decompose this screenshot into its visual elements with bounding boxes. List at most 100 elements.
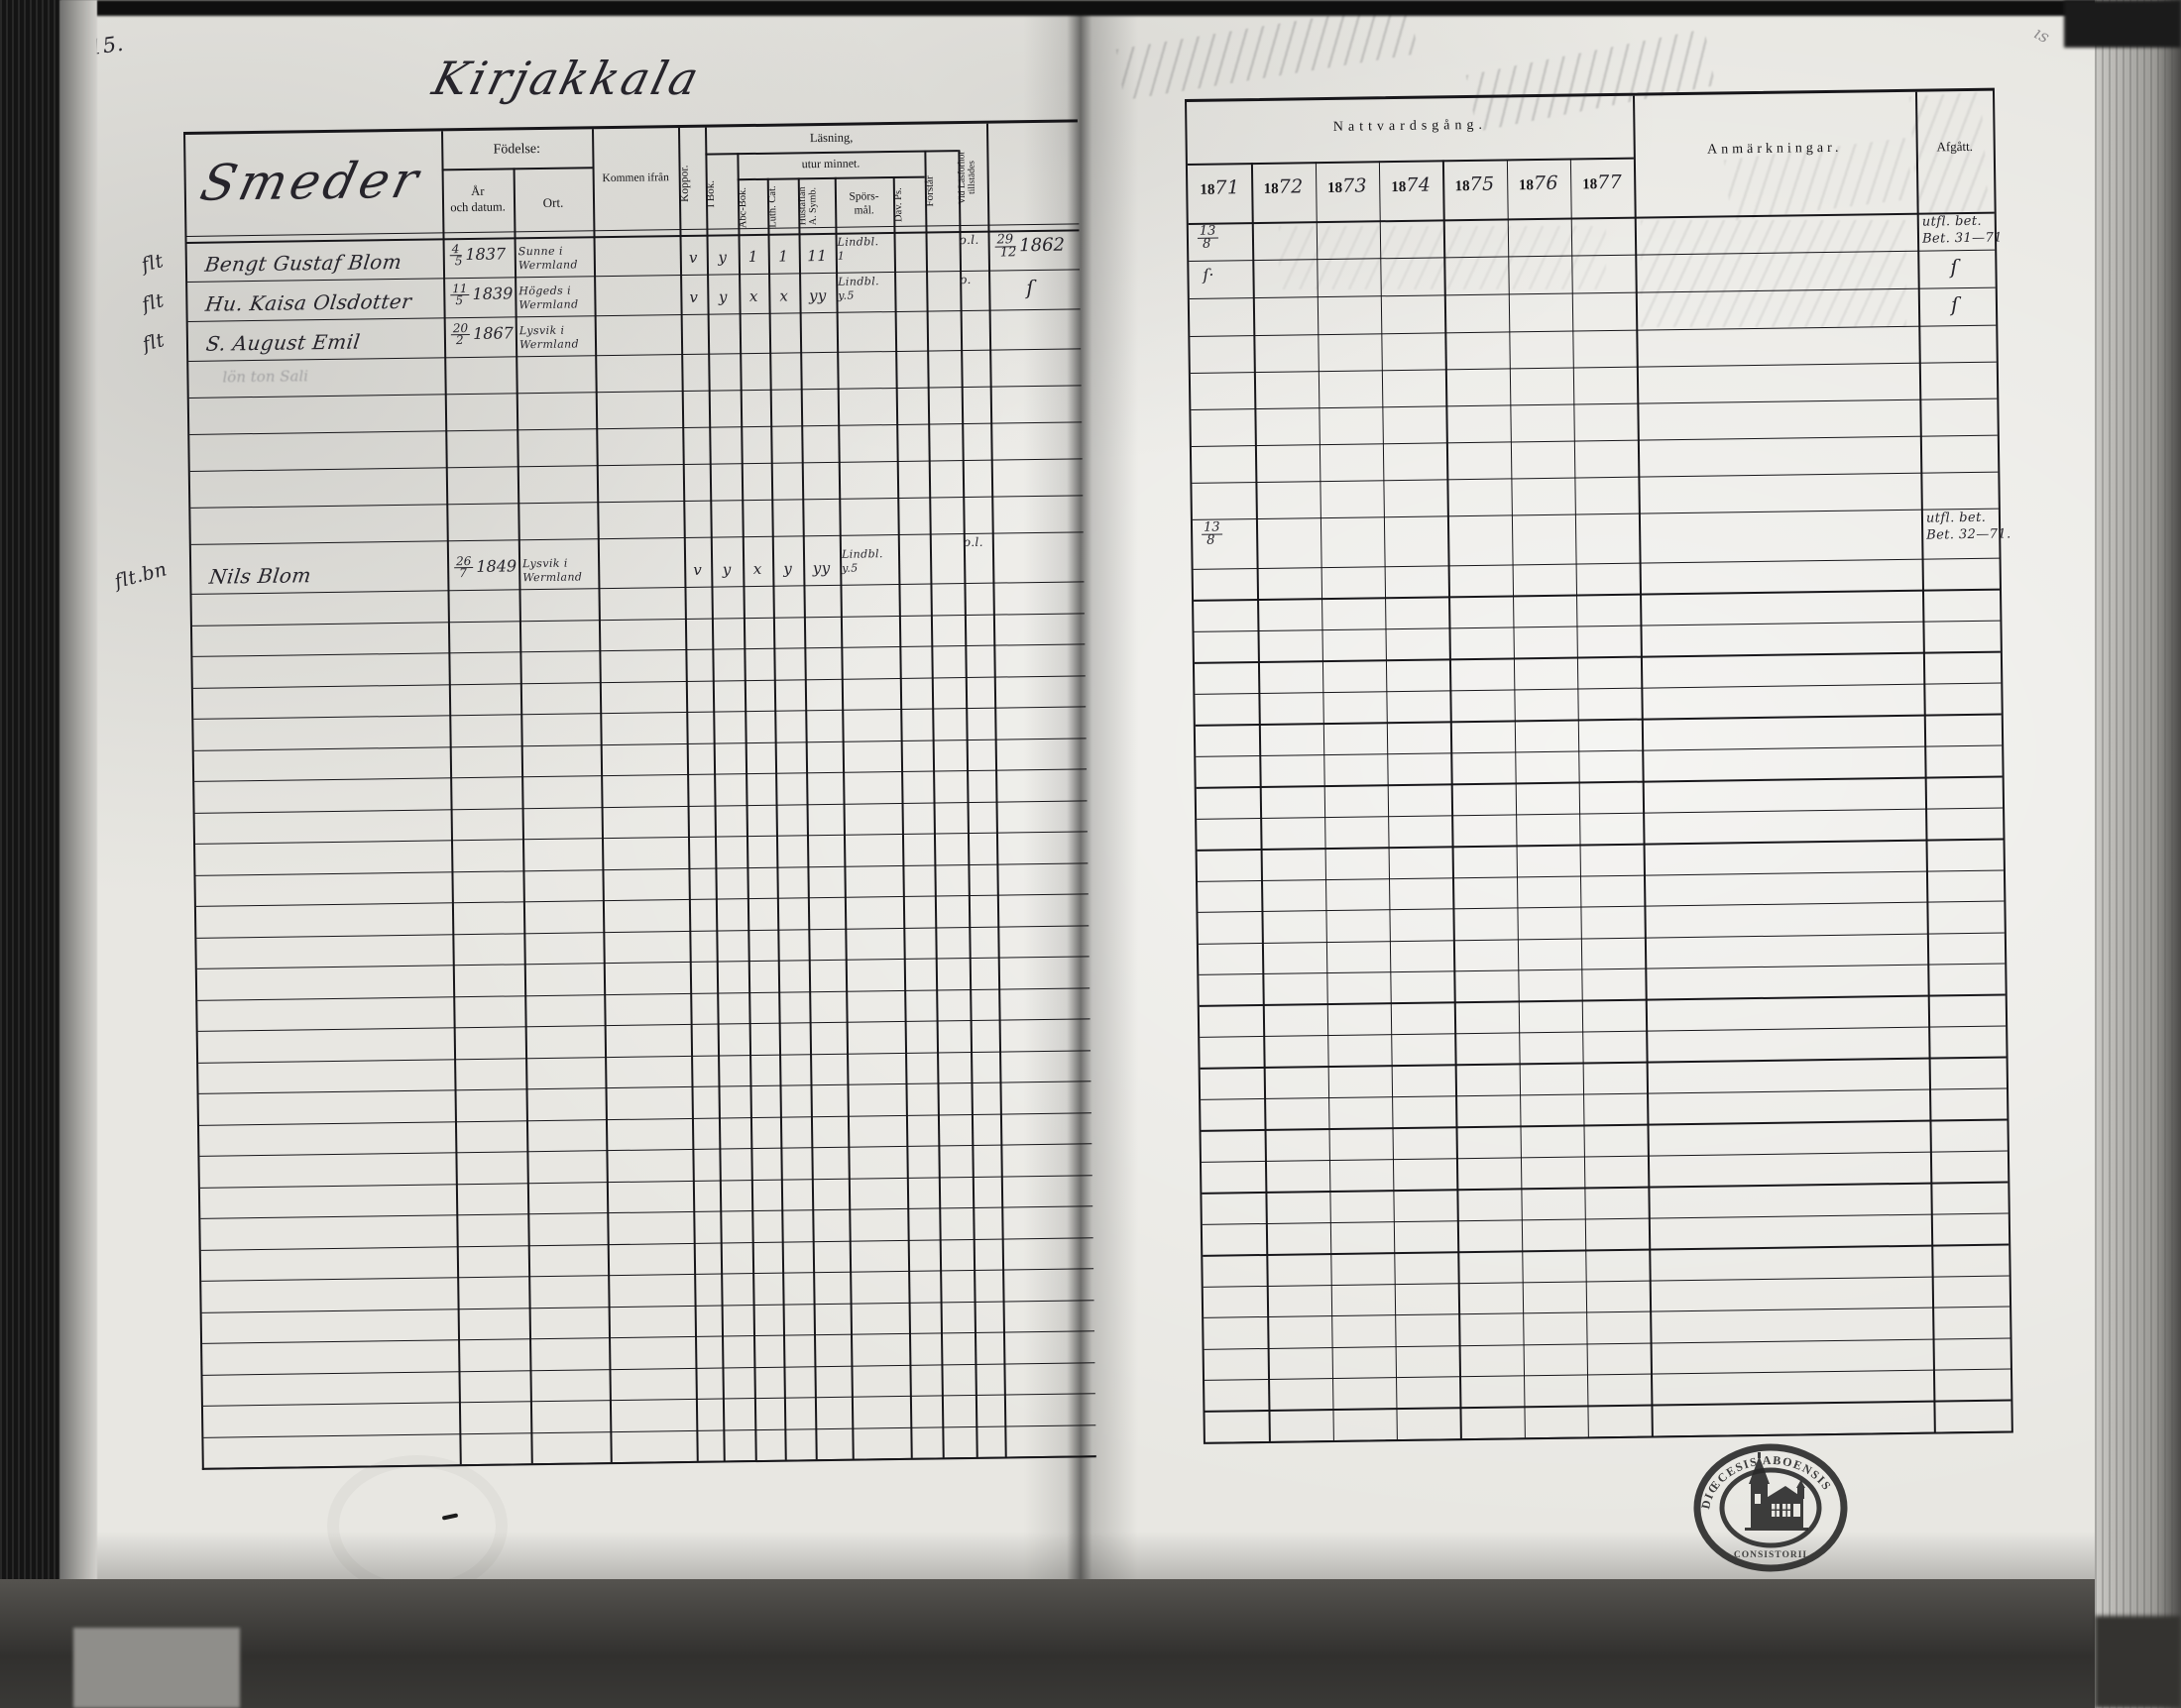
- grid-line: [188, 385, 1082, 399]
- left-table: Smeder Födelse: År och datum. Ort. Komme…: [112, 119, 1096, 1470]
- grid-line: [1191, 434, 1998, 448]
- grid-line: [985, 123, 1007, 1457]
- grid-line: [1201, 1118, 2008, 1132]
- grid-line: [1195, 682, 2002, 696]
- grid-line: [1442, 160, 1462, 1439]
- grid-line: [834, 176, 855, 1459]
- vid-lasforhor-mark: o.l.: [959, 232, 979, 248]
- grid-line: [1189, 249, 1996, 263]
- sporsmal-entry: Lindbl. 1: [837, 235, 879, 264]
- year-handwritten: 77: [1597, 171, 1623, 194]
- year-handwritten: 71: [1214, 176, 1240, 199]
- grid-line: [201, 1299, 1094, 1313]
- person-name: S. August Emil: [204, 329, 362, 356]
- grid-line: [1205, 1368, 2010, 1382]
- grid-line: [195, 831, 1088, 846]
- ditto-mark: ſ·: [1203, 265, 1214, 285]
- grid-line: [705, 150, 959, 156]
- category-heading: Smeder: [194, 151, 428, 212]
- grid-line: [192, 643, 1086, 658]
- grid-line: [189, 421, 1083, 436]
- year-handwritten: 75: [1469, 172, 1495, 195]
- birth-date: 26 7 1849: [451, 554, 517, 581]
- grid-line: [1203, 1275, 2009, 1288]
- nattvard-1871: 13 8: [1199, 520, 1222, 548]
- grid-line: [1189, 286, 1996, 300]
- grid-line: [1194, 589, 2000, 602]
- ghost-stamp: [327, 1455, 508, 1596]
- grid-line: [1204, 1336, 2010, 1350]
- header-kommen-ifran: Kommen ifrån: [602, 171, 669, 185]
- grid-line: [1200, 1025, 2007, 1039]
- vid-lasforhor-mark: o.l.: [963, 534, 984, 550]
- mark-luth: y: [783, 559, 793, 578]
- year-prefix: 18: [1391, 178, 1407, 196]
- grid-line: [198, 1049, 1091, 1064]
- birth-place: Lysvik i Wermland: [518, 323, 580, 352]
- grid-line: [1196, 744, 2003, 758]
- grid-line: [186, 229, 1080, 245]
- grid-line: [1202, 1212, 2009, 1225]
- grid-line: [1506, 159, 1526, 1438]
- mark-luth: 1: [778, 247, 789, 266]
- grid-line: [198, 1081, 1091, 1095]
- grid-line: [513, 168, 533, 1464]
- grid-line: [797, 177, 818, 1460]
- mark-luth: x: [779, 286, 789, 305]
- year-header: 1873: [1316, 174, 1380, 197]
- grid-line: [1191, 398, 1998, 411]
- grid-line: [199, 1143, 1092, 1158]
- year-handwritten: 76: [1533, 171, 1559, 195]
- year-header: 1875: [1442, 172, 1507, 195]
- page-number: 15.: [87, 31, 126, 60]
- lasforhor-date-year: 1862: [1019, 234, 1066, 256]
- header-forstar: Förstår: [923, 174, 937, 207]
- grid-line: [737, 153, 757, 1461]
- grid-line: [892, 175, 913, 1458]
- year-prefix: 18: [1582, 176, 1598, 193]
- stamp-bottom-text: CONSISTORII: [1734, 1550, 1807, 1560]
- year-prefix: 18: [1200, 181, 1215, 198]
- mark-koppor: v: [689, 287, 699, 306]
- header-sporsmal: Spörs- mål.: [849, 190, 879, 217]
- grid-line: [190, 495, 1084, 510]
- nattvard-1871-fraction: 13 8: [1195, 224, 1218, 252]
- afgatt-entry: utfl. bet. Bet. 31—71: [1921, 213, 2003, 247]
- grid-line: [202, 1330, 1094, 1345]
- birth-place: Högeds i Wermland: [518, 284, 579, 312]
- year-prefix: 18: [1263, 180, 1279, 197]
- person-name: Bengt Gustaf Blom: [203, 249, 403, 277]
- grid-line: [592, 129, 613, 1463]
- grid-line: [191, 612, 1085, 626]
- year-header: 1871: [1188, 176, 1252, 199]
- grid-line: [1198, 869, 2004, 882]
- grid-line: [190, 531, 1084, 546]
- mark-koppor: v: [693, 560, 703, 579]
- grid-line: [193, 706, 1087, 721]
- grid-line: [194, 799, 1088, 814]
- grid-line: [1190, 324, 1997, 338]
- grid-line: [193, 737, 1087, 751]
- grid-line: [202, 1361, 1095, 1376]
- header-ar-och-datum: År och datum.: [450, 183, 506, 214]
- sporsmal-entry: Lindbl. y.5: [838, 275, 880, 303]
- grid-line: [198, 1111, 1091, 1126]
- grid-line: [1198, 932, 2005, 945]
- mark-hust: yy: [808, 285, 827, 305]
- grid-line: [441, 167, 593, 171]
- person-name: Nils Blom: [207, 563, 313, 589]
- header-luth-cat: Luth. Cat.: [766, 185, 779, 228]
- grid-line: [200, 1236, 1093, 1251]
- header-anmarkningar: Anmärkningar.: [1706, 140, 1843, 158]
- mark-ibok: y: [718, 248, 728, 267]
- header-afgatt: Afgått.: [1936, 138, 1974, 155]
- lasforhor-date: 29 12 1862: [992, 232, 1066, 261]
- grid-line: [1199, 963, 2006, 976]
- grid-line: [194, 768, 1088, 783]
- year-prefix: 18: [1454, 177, 1470, 195]
- birth-date: 4 5 1837: [447, 242, 507, 269]
- grid-line: [924, 150, 945, 1458]
- grid-line: [1190, 361, 1997, 375]
- grid-line: [195, 861, 1089, 876]
- birth-date: 11 5 1839: [447, 282, 513, 308]
